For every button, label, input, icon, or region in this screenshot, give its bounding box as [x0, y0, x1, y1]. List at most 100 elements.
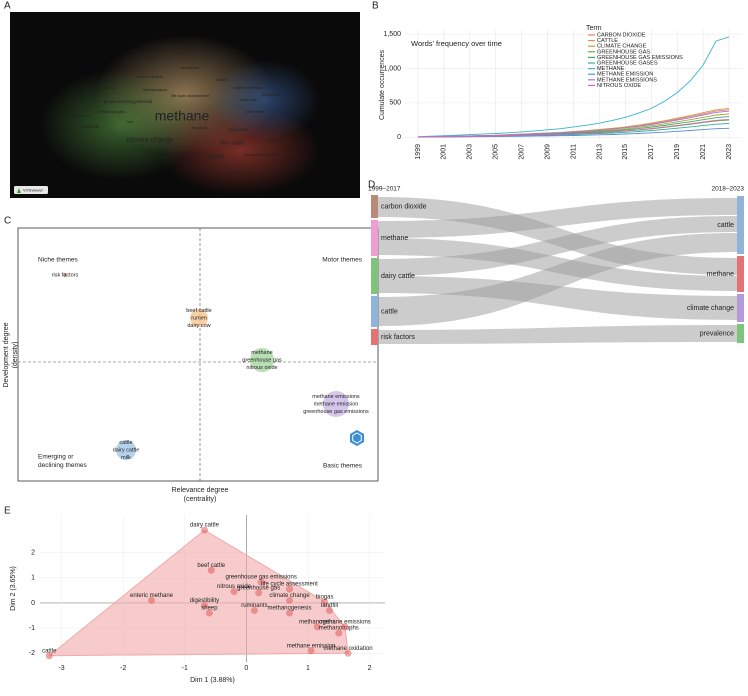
word: paddy field: [70, 113, 89, 118]
point-label: greenhouse gas emissions: [225, 575, 296, 581]
point: [307, 647, 315, 655]
node-label: dairy cattle: [381, 273, 415, 280]
node-label: risk factors: [381, 334, 415, 341]
sankey-flow: [378, 233, 737, 326]
point: [335, 629, 343, 637]
node-label: methane: [707, 271, 734, 278]
legend-label: CLIMATE CHANGE: [597, 44, 647, 50]
point-label: methanotrophs: [319, 626, 359, 632]
point: [286, 585, 294, 593]
cluster-bubble: [190, 309, 208, 327]
cluster-bubble: [323, 391, 349, 417]
x-tick-label: 2023: [726, 144, 733, 160]
word: greenhouse gas: [126, 55, 155, 60]
point: [230, 588, 238, 596]
point-label: cattle: [42, 648, 57, 654]
x-tick-label: 2015: [622, 144, 629, 160]
point: [148, 596, 156, 604]
word: biogas: [269, 137, 281, 142]
cluster-term: methane emissions: [312, 394, 360, 400]
quadrant-label: Motor themes: [322, 257, 362, 264]
point: [321, 598, 329, 606]
sankey-node: [371, 258, 378, 294]
x-tick-label: -1: [182, 665, 188, 672]
cluster-bubble: [250, 348, 274, 372]
period-label: 1999–2017: [368, 186, 401, 193]
legend-label: GREENHOUSE GAS EMISSIONS: [597, 55, 683, 61]
series-line: [417, 110, 730, 138]
map-frame: [17, 227, 379, 482]
x-axis-label: Dim 1 (3.88%): [190, 677, 235, 684]
word: risk factors: [226, 169, 245, 174]
sankey-node: [371, 296, 378, 327]
legend-label: NITROUS OXIDE: [597, 83, 641, 89]
y-tick-label: 0: [397, 134, 401, 141]
y-tick-label: 500: [389, 100, 401, 107]
point: [250, 606, 258, 614]
point: [286, 609, 294, 617]
y-tick-label: 1,000: [383, 65, 401, 72]
sankey-node: [371, 220, 378, 256]
legend-label: GREENHOUSE GASES: [597, 60, 658, 66]
point-label: nitrous oxide: [217, 584, 252, 590]
x-tick-label: -2: [120, 665, 126, 672]
legend-label: METHANE: [597, 66, 625, 72]
y-axis-label: (density): [12, 342, 19, 369]
x-tick-label: 0: [244, 665, 248, 672]
legend-label: CATTLE: [597, 38, 618, 44]
word: enteric methane: [234, 85, 263, 90]
legend-label: CARBON DIOXIDE: [597, 32, 646, 38]
sankey-node: [737, 294, 744, 322]
cluster-hull: [47, 529, 349, 657]
word: global warming potential: [104, 99, 153, 104]
chart-title: Words' frequency over time: [411, 39, 502, 48]
cluster-term: milk: [121, 455, 131, 461]
point-label: life cycle assessment: [261, 582, 318, 588]
panel-letter: B: [372, 1, 379, 12]
x-tick-label: -3: [58, 665, 64, 672]
sankey-node: [737, 256, 744, 292]
quadrant-label: Basic themes: [323, 463, 363, 470]
panel-letter: C: [4, 216, 11, 227]
point: [341, 623, 349, 631]
word: methanotrophs: [99, 109, 126, 114]
point: [45, 652, 53, 660]
sankey-flow: [378, 276, 737, 320]
point-label: landfill: [321, 603, 338, 609]
y-tick-label: 1,500: [383, 31, 401, 38]
point: [200, 526, 208, 534]
y-tick-label: 2: [31, 550, 35, 557]
point: [255, 589, 263, 597]
point-label: beef cattle: [197, 563, 225, 569]
word: digestibility: [262, 92, 282, 97]
node-label: cattle: [717, 222, 734, 229]
node-label: carbon dioxide: [381, 203, 427, 210]
word: beef cattle: [246, 109, 265, 114]
point-label: climate change: [269, 593, 310, 599]
point-label: methanogenesis: [267, 606, 311, 612]
point-label: methane emission: [287, 643, 336, 649]
cluster-term: greenhouse gas: [242, 357, 282, 363]
sankey-flow: [378, 198, 737, 238]
cluster-term: greenhouse gas emissions: [303, 409, 369, 415]
point-label: methanogens: [299, 619, 335, 625]
word: climate change: [126, 137, 173, 144]
point-label: methane oxidation: [324, 646, 373, 652]
cluster-term: methane emission: [314, 401, 359, 407]
point: [326, 606, 334, 614]
point-label: methane emissions: [319, 619, 371, 625]
panel-letter: D: [368, 180, 375, 191]
quadrant-label: declining themes: [38, 462, 88, 469]
x-tick-label: 2011: [570, 144, 577, 159]
word: anaerobic digestion: [245, 152, 280, 157]
logo-text: VOSviewer: [23, 188, 44, 193]
word: dairy cow: [240, 97, 257, 102]
cluster-term: methane: [251, 350, 272, 356]
sankey-flow: [378, 238, 737, 291]
x-tick-label: 2005: [493, 144, 500, 160]
series-line: [417, 118, 730, 138]
x-tick-label: 2019: [674, 144, 681, 160]
point: [257, 578, 265, 586]
word: soil: [127, 119, 133, 124]
